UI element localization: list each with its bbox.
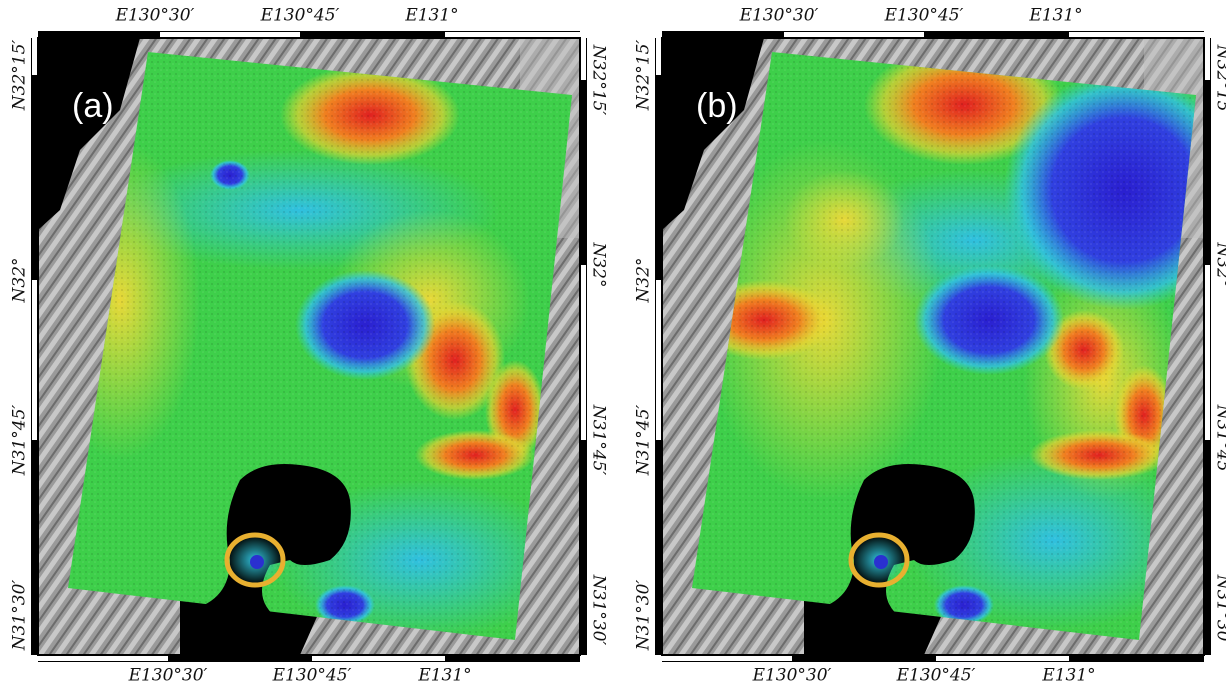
latitude-label: N31°30′ (1213, 574, 1226, 646)
longitude-label: E130°45′ (896, 666, 976, 686)
volcano-center (874, 555, 888, 569)
frame-band-white (445, 32, 580, 37)
frame-band-white (936, 656, 1069, 661)
latitude-label: N31°45′ (634, 405, 654, 477)
frame-band-white (38, 656, 168, 661)
map-panel: (b) E130°30′ E130°45′ E131° E130°30′ E130°45′… (634, 6, 1226, 686)
longitude-label: E130°30′ (115, 6, 195, 26)
frame-band-white (1069, 32, 1204, 37)
frame-band-white (1205, 38, 1210, 80)
longitude-label: E131° (1041, 666, 1095, 686)
latitude-label: N32° (589, 241, 609, 287)
latitude-label: N32°15′ (589, 44, 609, 116)
frame-band-white (32, 38, 37, 75)
latitude-label: N31°45′ (1213, 404, 1226, 476)
frame-band-white (581, 265, 586, 440)
latitude-label: N32°15′ (634, 40, 654, 112)
longitude-label: E130°30′ (752, 666, 832, 686)
volcano-center (250, 555, 264, 569)
frame-band-white (656, 38, 661, 75)
latitude-label: N31°30′ (589, 574, 609, 646)
longitude-label: E130°45′ (884, 6, 964, 26)
latitude-label: N32° (1213, 241, 1226, 287)
panel-label: (a) (72, 87, 114, 125)
longitude-label: E130°30′ (739, 6, 819, 26)
latitude-label: N32°15′ (10, 40, 30, 112)
figure: (a) E130°30′ E130°45′ E131° E130°30′ E130°45′… (0, 0, 1226, 690)
latitude-label: N31°45′ (589, 404, 609, 476)
panel-label: (b) (696, 87, 738, 125)
latitude-label: N31°30′ (10, 580, 30, 652)
longitude-label: E131° (1028, 6, 1082, 26)
latitude-label: N31°30′ (634, 580, 654, 652)
latitude-label: N32° (10, 257, 30, 303)
longitude-label: E131° (417, 666, 471, 686)
frame-band-white (312, 656, 445, 661)
frame-band-white (656, 280, 661, 440)
longitude-label: E130°30′ (128, 666, 208, 686)
frame-band-white (32, 280, 37, 440)
longitude-label: E130°45′ (272, 666, 352, 686)
frame-band-white (581, 38, 586, 80)
latitude-label: N32° (634, 257, 654, 303)
longitude-label: E131° (404, 6, 458, 26)
frame-band-white (160, 32, 300, 37)
frame-band-white (784, 32, 924, 37)
map-panel: (a) E130°30′ E130°45′ E131° E130°30′ E130°45′… (10, 6, 609, 686)
latitude-label: N32°15′ (1213, 44, 1226, 116)
latitude-label: N31°45′ (10, 405, 30, 477)
frame-band-white (1205, 265, 1210, 440)
longitude-label: E130°45′ (260, 6, 340, 26)
frame-band-white (662, 656, 792, 661)
